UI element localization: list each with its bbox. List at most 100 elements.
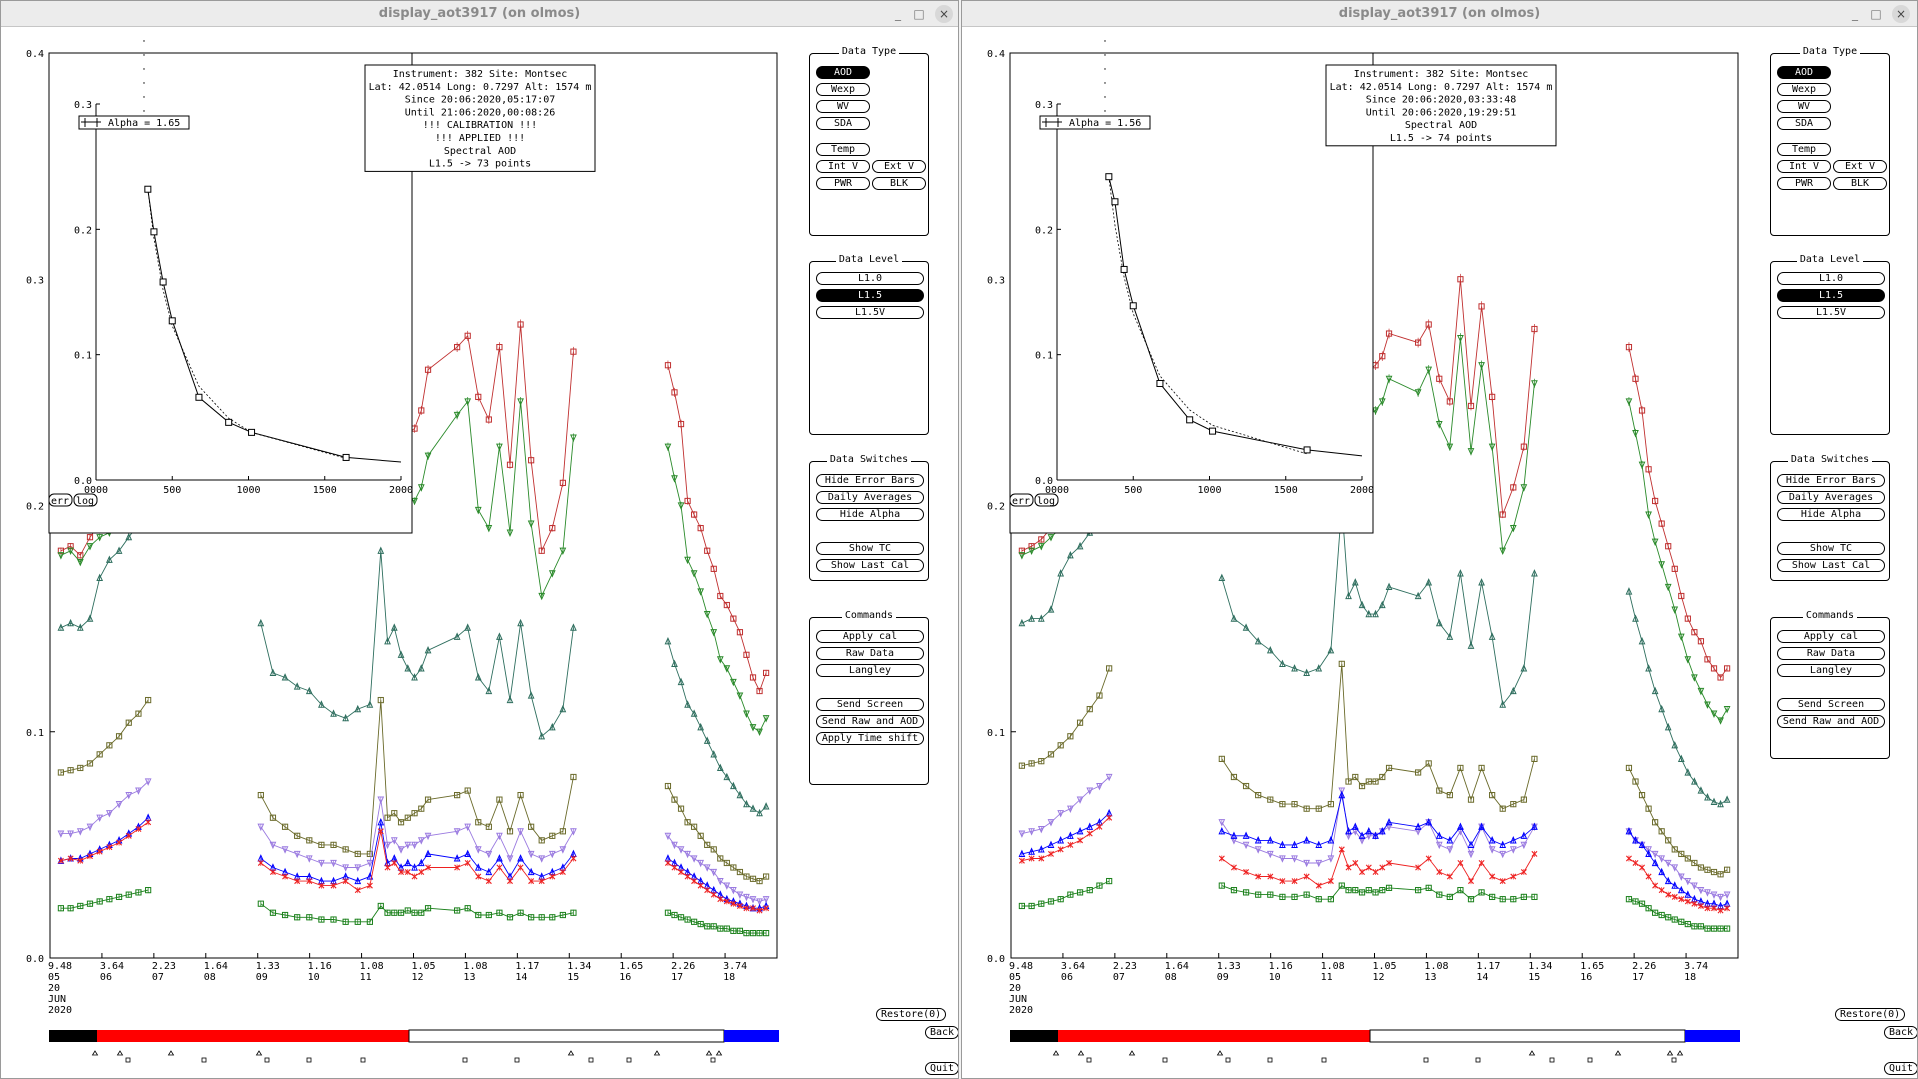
data-point [762,930,770,937]
timeline-marker [91,1050,99,1056]
raw-data-button[interactable]: Raw Data [1777,647,1885,660]
hide-error-bars-button[interactable]: Hide Error Bars [816,474,924,487]
data-point [57,552,65,560]
quit-button[interactable]: Quit [1884,1062,1917,1075]
close-button[interactable]: × [935,5,953,23]
minimize-button[interactable]: _ [1852,7,1858,21]
wexp-button[interactable]: Wexp [1777,83,1831,96]
raw-data-button[interactable]: Raw Data [816,647,924,660]
send-raw-and-aod-button[interactable]: Send Raw and AOD [816,715,924,728]
data-point [354,918,361,925]
timeline-marker [1077,1050,1085,1056]
data-point [1510,873,1517,880]
data-point [1467,840,1475,848]
data-point [548,570,556,578]
send-raw-and-aod-button[interactable]: Send Raw and AOD [1777,715,1885,728]
data-point [1632,859,1639,866]
data-point [1255,873,1262,880]
data-point [384,864,391,871]
data-point [677,846,685,854]
send-screen-button[interactable]: Send Screen [1777,698,1885,711]
data-type-title: Data Type [838,46,900,57]
data-point [1230,773,1238,781]
level-l1-5v-button[interactable]: L1.5V [1777,306,1885,319]
x-alpha-label: 1.34 [567,961,591,972]
int-v-button[interactable]: Int V [816,160,870,173]
data-point [1625,398,1633,406]
level-l1-5-button[interactable]: L1.5 [816,289,924,302]
apply-cal-button[interactable]: Apply cal [816,630,924,643]
data-point [1697,902,1704,909]
restore-button[interactable]: Restore(0) [876,1008,947,1021]
data-point [1279,840,1286,848]
show-last-cal-button[interactable]: Show Last Cal [816,559,924,572]
blk-button[interactable]: BLK [1833,177,1887,190]
timeline-marker [255,1050,263,1056]
x-day-label: 14 [1476,972,1488,983]
data-point [1671,864,1679,872]
pwr-button[interactable]: PWR [816,177,870,190]
data-point [1638,900,1646,907]
sda-button[interactable]: SDA [816,117,870,130]
inset-y-label: 0.1 [74,351,92,362]
data-point [736,902,743,909]
ext-v-button[interactable]: Ext V [1833,160,1887,173]
x-date-label: JUN [1009,994,1027,1005]
info-line: Until 21:06:2020,00:08:26 [405,107,556,118]
minimize-button[interactable]: _ [895,7,901,21]
blk-button[interactable]: BLK [872,177,926,190]
ext-v-button[interactable]: Ext V [872,160,926,173]
level-l1-5-button[interactable]: L1.5 [1777,289,1885,302]
x-alpha-label: 1.34 [1528,961,1552,972]
send-screen-button[interactable]: Send Screen [816,698,924,711]
temp-button[interactable]: Temp [816,143,870,156]
data-point [527,691,535,699]
level-l1-0-button[interactable]: L1.0 [1777,272,1885,285]
int-v-button[interactable]: Int V [1777,160,1831,173]
wv-button[interactable]: WV [816,100,870,113]
level-l1-5v-button[interactable]: L1.5V [816,306,924,319]
langley-button[interactable]: Langley [1777,664,1885,677]
close-button[interactable]: × [1892,5,1910,23]
hide-alpha-button[interactable]: Hide Alpha [1777,508,1885,521]
data-point [464,849,472,858]
apply-cal-button[interactable]: Apply cal [1777,630,1885,643]
alpha-legend [78,115,190,130]
back-button[interactable]: Back [1884,1026,1917,1039]
data-point [1671,565,1678,572]
apply-time-shift-button[interactable]: Apply Time shift [816,732,924,745]
data-point [1697,638,1705,645]
temp-button[interactable]: Temp [1777,143,1831,156]
data-point [1499,805,1506,812]
inset-fit-line [147,189,347,459]
title-bar[interactable]: display_aot3917 (on olmos) _ □ × [1,1,958,27]
langley-button[interactable]: Langley [816,664,924,677]
hide-alpha-button[interactable]: Hide Alpha [816,508,924,521]
wv-button[interactable]: WV [1777,100,1831,113]
inset-dot [1104,110,1106,112]
pwr-button[interactable]: PWR [1777,177,1831,190]
timeline-marker [462,1057,468,1063]
maximize-button[interactable]: □ [913,7,925,21]
aod-button[interactable]: AOD [816,66,870,79]
show-tc-button[interactable]: Show TC [816,542,924,555]
maximize-button[interactable]: □ [1870,7,1882,21]
data-point [384,909,391,916]
quit-button[interactable]: Quit [925,1062,958,1075]
data-point [677,805,685,812]
title-bar[interactable]: display_aot3917 (on olmos) _ □ × [962,1,1917,27]
daily-averages-button[interactable]: Daily Averages [1777,491,1885,504]
hide-error-bars-button[interactable]: Hide Error Bars [1777,474,1885,487]
restore-button[interactable]: Restore(0) [1835,1008,1906,1021]
aod-button[interactable]: AOD [1777,66,1831,79]
sda-button[interactable]: SDA [1777,117,1831,130]
daily-averages-button[interactable]: Daily Averages [816,491,924,504]
show-tc-button[interactable]: Show TC [1777,542,1885,555]
level-l1-0-button[interactable]: L1.0 [816,272,924,285]
data-point [485,416,492,423]
back-button[interactable]: Back [925,1026,958,1039]
wexp-button[interactable]: Wexp [816,83,870,96]
show-last-cal-button[interactable]: Show Last Cal [1777,559,1885,572]
